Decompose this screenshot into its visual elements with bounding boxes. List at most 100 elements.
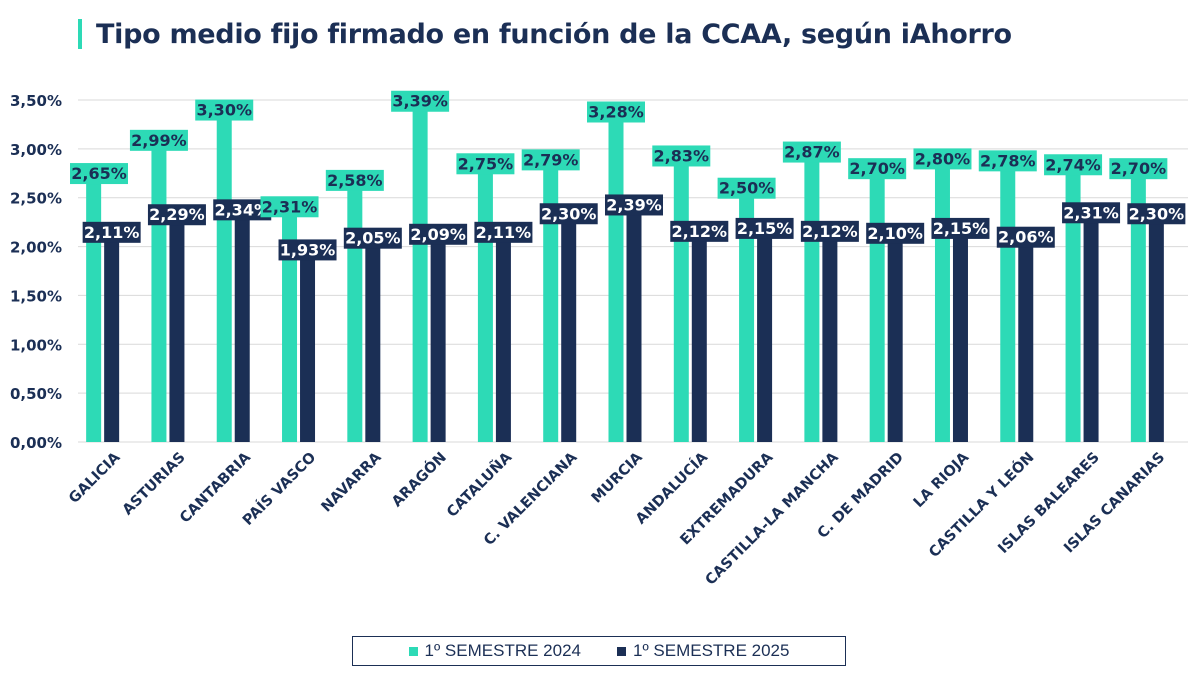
data-label-2024: 2,87% [784,143,840,162]
data-label-2025: 2,30% [541,204,597,223]
data-label-2024: 2,58% [327,171,383,190]
data-label-2025: 2,15% [933,219,989,238]
data-label-box-2025 [931,217,990,239]
data-label-box-2025 [409,223,468,245]
data-label-box-2024 [587,101,645,123]
data-label-box-2024 [195,99,254,121]
data-label-box-2025 [735,217,794,239]
x-tick-label: LA RIOJA [911,449,973,511]
x-tick-label: NAVARRA [319,449,386,516]
data-label-box-2024 [391,90,450,112]
bar-2025 [887,236,903,442]
data-label-2024: 2,75% [458,154,514,173]
y-tick-label: 1,50% [10,287,62,305]
data-label-box-2024 [848,158,907,180]
bar-2024 [86,183,102,443]
data-label-box-2024 [1044,154,1103,176]
bar-2024 [282,216,298,442]
data-label-2025: 2,09% [410,225,466,244]
legend-label-2025: 1º SEMESTRE 2025 [633,641,790,660]
bar-2024 [1000,170,1016,442]
data-label-2024: 2,74% [1045,155,1101,174]
bar-2025 [822,234,838,442]
data-label-box-2025 [147,204,206,226]
bar-2025 [952,231,968,442]
data-label-box-2025 [866,222,925,244]
data-label-box-2025 [670,220,729,242]
data-label-2025: 2,11% [476,223,532,242]
bar-2024 [1130,178,1146,442]
data-label-box-2025 [539,203,598,225]
bar-2025 [430,237,446,442]
legend-label-2024: 1º SEMESTRE 2024 [424,641,581,660]
y-tick-label: 3,50% [10,92,62,110]
bar-2025 [757,231,773,442]
y-tick-label: 2,00% [10,239,62,257]
data-label-2025: 2,10% [867,224,923,243]
y-tick-label: 1,00% [10,336,62,354]
data-label-2025: 2,11% [84,223,140,242]
data-label-2024: 2,50% [719,179,775,198]
x-tick-label: CASTILLA-LA MANCHA [703,449,843,589]
bar-2025 [626,208,642,442]
y-tick-label: 3,00% [10,141,62,159]
bar-chart: 0,00% 0,50% 1,00% 1,50% 2,00% 2,50% 3,00% 3,50%… [10,90,1188,589]
data-label-box-2025 [278,239,337,261]
bar-2024 [934,168,950,442]
data-label-2025: 2,05% [345,229,401,248]
x-tick-label: ARAGÓN [388,448,450,510]
data-label-2024: 3,30% [196,101,252,120]
bar-2025 [561,217,577,442]
bar-2025 [1148,217,1164,442]
data-label-box-2025 [605,194,663,216]
data-label-2025: 2,30% [1129,204,1185,223]
data-label-2024: 2,83% [654,146,710,165]
data-label-2024: 2,79% [523,150,579,169]
y-tick-label: 0,50% [10,385,62,403]
data-label-2025: 2,39% [606,195,662,214]
data-label-2025: 2,34% [214,200,270,219]
data-label-2024: 2,80% [915,149,971,168]
data-label-2024: 2,70% [1111,159,1167,178]
x-tick-label: CATALUÑA [443,448,515,520]
y-tick-label: 0,00% [10,434,62,452]
data-label-box-2025 [343,227,402,249]
data-label-2025: 2,31% [1063,203,1119,222]
data-label-2024: 2,65% [71,164,127,183]
title-accent-bar [78,19,82,49]
data-label-box-2025 [996,226,1055,248]
bar-2024 [869,178,885,442]
data-label-2024: 2,31% [262,197,318,216]
x-tick-label: GALICIA [66,449,124,507]
data-label-2024: 3,39% [392,92,448,111]
data-label-2025: 2,29% [149,205,205,224]
data-label-box-2025 [1062,202,1121,224]
bar-2025 [365,241,381,442]
data-label-box-2025 [1127,203,1186,225]
bar-2025 [1083,216,1099,442]
data-label-box-2024 [129,129,188,151]
x-tick-label: ASTURIAS [120,450,189,519]
bar-2024 [608,121,624,443]
data-label-2025: 2,12% [802,222,858,241]
bar-2025 [300,253,316,442]
bar-2024 [1065,174,1081,442]
bar-2024 [477,173,493,443]
data-label-box-2024 [521,149,580,171]
data-label-box-2024 [782,141,841,163]
data-label-2024: 3,28% [588,102,644,121]
data-label-2024: 2,70% [849,159,905,178]
legend-item-2025: 1º SEMESTRE 2025 [617,641,789,661]
data-label-2025: 2,15% [737,219,793,238]
bar-2025 [104,235,120,442]
data-label-2025: 1,93% [280,240,336,259]
data-label-2024: 2,78% [980,151,1036,170]
bar-2024 [673,165,689,442]
legend-swatch-2024 [408,646,418,656]
data-label-box-2024 [978,150,1037,172]
data-label-box-2024 [325,169,384,191]
bar-2025 [495,235,511,442]
bar-2024 [543,169,559,442]
data-label-box-2025 [474,221,533,243]
bar-2025 [234,213,250,442]
